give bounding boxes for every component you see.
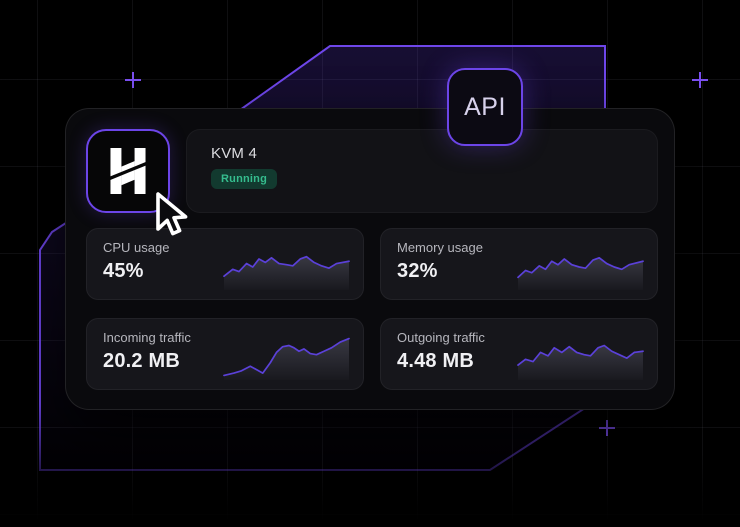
plus-icon bbox=[692, 72, 708, 88]
sparkline-chart-cpu bbox=[224, 244, 349, 290]
cursor-pointer-icon bbox=[156, 192, 188, 236]
metric-value: 32% bbox=[397, 260, 438, 282]
sparkline-chart-outgoing bbox=[518, 334, 643, 380]
metric-label: Memory usage bbox=[397, 240, 483, 255]
hostinger-h-icon bbox=[110, 148, 146, 194]
metric-label: Incoming traffic bbox=[103, 330, 191, 345]
metric-value: 20.2 MB bbox=[103, 350, 180, 372]
server-header: KVM 4 Running bbox=[186, 129, 658, 213]
server-name: KVM 4 bbox=[211, 145, 258, 162]
metric-label: Outgoing traffic bbox=[397, 330, 485, 345]
metric-label: CPU usage bbox=[103, 240, 170, 255]
plus-icon bbox=[599, 420, 615, 436]
api-badge-label: API bbox=[464, 92, 506, 121]
sparkline-chart-incoming bbox=[224, 334, 349, 380]
metric-card-cpu: CPU usage 45% bbox=[86, 228, 364, 300]
metric-card-outgoing-traffic: Outgoing traffic 4.48 MB bbox=[380, 318, 658, 390]
sparkline-chart-memory bbox=[518, 244, 643, 290]
plus-icon bbox=[125, 72, 141, 88]
metric-value: 45% bbox=[103, 260, 144, 282]
metric-value: 4.48 MB bbox=[397, 350, 474, 372]
metric-card-incoming-traffic: Incoming traffic 20.2 MB bbox=[86, 318, 364, 390]
status-badge: Running bbox=[211, 169, 277, 189]
metrics-grid: CPU usage 45% Memory usage 32% Incoming … bbox=[86, 228, 658, 390]
server-card: KVM 4 Running CPU usage 45% Memory usage… bbox=[65, 108, 675, 410]
api-badge[interactable]: API bbox=[447, 68, 523, 146]
metric-card-memory: Memory usage 32% bbox=[380, 228, 658, 300]
server-logo-box[interactable] bbox=[86, 129, 170, 213]
